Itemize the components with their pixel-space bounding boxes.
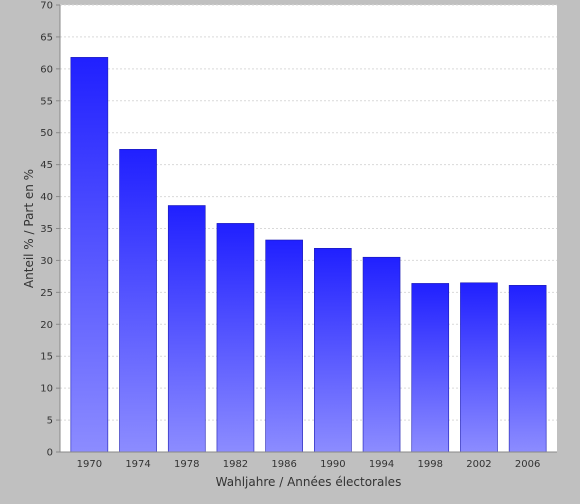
axes xyxy=(56,4,557,453)
y-tick-labels: 0 5 10 15 20 25 30 35 40 45 50 55 60 65 70 xyxy=(40,1,53,459)
y-tick-label: 40 xyxy=(40,192,53,203)
bar-1990 xyxy=(314,247,352,453)
y-tick-label: 10 xyxy=(40,384,53,395)
y-tick-label: 45 xyxy=(40,160,53,171)
bar-2002 xyxy=(460,282,498,453)
x-tick-label: 1982 xyxy=(223,459,248,470)
bar-1994 xyxy=(362,256,401,453)
y-tick-label: 15 xyxy=(40,352,53,363)
y-tick-label: 70 xyxy=(40,1,53,12)
bars xyxy=(70,57,547,453)
bar-2006 xyxy=(508,285,547,453)
y-axis-title: Anteil % / Part en % xyxy=(22,169,36,288)
x-tick-label: 1998 xyxy=(418,459,443,470)
x-axis-title: Wahljahre / Années électorales xyxy=(216,475,402,489)
y-tick-label: 35 xyxy=(40,224,53,235)
bar-1970 xyxy=(70,57,109,453)
bar-1986 xyxy=(265,239,303,453)
y-tick-label: 20 xyxy=(40,320,53,331)
gridlines xyxy=(60,4,557,421)
x-tick-label: 1986 xyxy=(271,459,296,470)
bar-1978 xyxy=(167,205,206,453)
x-tick-label: 2006 xyxy=(515,459,540,470)
x-tick-label: 1990 xyxy=(320,459,345,470)
x-tick-label: 1970 xyxy=(77,459,102,470)
x-tick-label: 1978 xyxy=(174,459,199,470)
bar-1998 xyxy=(411,283,450,453)
y-tick-label: 60 xyxy=(40,64,53,75)
y-tick-label: 0 xyxy=(47,448,53,459)
y-tick-label: 30 xyxy=(40,256,53,267)
x-tick-label: 1994 xyxy=(369,459,394,470)
x-tick-label: 2002 xyxy=(466,459,491,470)
y-tick-label: 50 xyxy=(40,128,53,139)
x-tick-labels: 1970 1974 1978 1982 1986 1990 1994 1998 2002 2006 xyxy=(77,459,541,470)
y-tick-label: 5 xyxy=(47,416,53,427)
x-tick-label: 1974 xyxy=(125,459,150,470)
bar-1974 xyxy=(119,149,157,453)
y-tick-label: 65 xyxy=(40,32,53,43)
y-tick-label: 55 xyxy=(40,96,53,107)
bar-1982 xyxy=(216,223,255,453)
y-tick-label: 25 xyxy=(40,288,53,299)
